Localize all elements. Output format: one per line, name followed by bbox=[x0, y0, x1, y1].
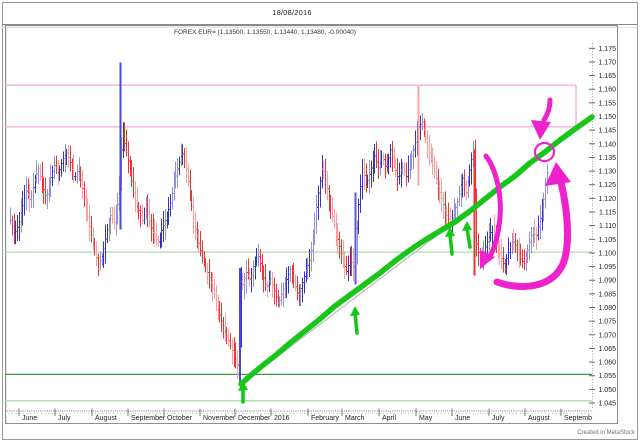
x-axis-month-label: May bbox=[419, 415, 433, 422]
green-up-arrowhead bbox=[462, 221, 472, 231]
magenta-down-arrow-tail bbox=[541, 97, 553, 123]
green-up-arrow bbox=[465, 226, 472, 249]
magenta-up-arrowhead bbox=[545, 162, 571, 186]
y-axis-label: 1.120 bbox=[598, 196, 616, 203]
y-axis-label: 1.170 bbox=[598, 59, 616, 66]
y-axis-label: 1.070 bbox=[598, 332, 616, 339]
magenta-swing-curve bbox=[493, 178, 571, 291]
y-axis-label: 1.150 bbox=[598, 114, 616, 121]
x-axis-month-label: August bbox=[95, 415, 117, 422]
x-axis-month-label: August bbox=[528, 415, 550, 422]
x-axis-month-label: September bbox=[131, 415, 166, 422]
y-axis-label: 1.140 bbox=[598, 141, 616, 148]
y-axis-label: 1.145 bbox=[598, 128, 616, 135]
y-axis-label: 1.045 bbox=[598, 401, 616, 408]
y-axis: 1.175 1.170 1.165 1.160 1.155 1.150 1.145 1.140… bbox=[589, 43, 616, 410]
y-axis-label: 1.155 bbox=[598, 100, 616, 107]
price-bars bbox=[9, 62, 549, 382]
chart-area-frame bbox=[5, 25, 618, 424]
y-axis-label: 1.115 bbox=[599, 210, 616, 217]
y-axis-label: 1.175 bbox=[598, 46, 616, 53]
green-trend-line bbox=[238, 114, 595, 387]
y-axis-label: 1.080 bbox=[598, 305, 616, 312]
x-axis-month-label: March bbox=[345, 415, 365, 422]
y-axis-label: 1.105 bbox=[598, 237, 616, 244]
y-axis-label: 1.125 bbox=[598, 182, 616, 189]
created-in-metastock-credit: Created in MetaStock bbox=[577, 430, 635, 436]
magenta-down-arrowhead bbox=[531, 120, 551, 140]
magenta-curl-arrowhead bbox=[480, 250, 495, 269]
x-axis-month-label: 2016 bbox=[274, 415, 290, 422]
green-up-arrowhead bbox=[445, 227, 455, 237]
x-axis: June July August September October November De… bbox=[5, 408, 592, 422]
green-up-arrowhead bbox=[238, 381, 248, 391]
magenta-circle-highlight bbox=[533, 141, 556, 163]
green-up-arrow bbox=[448, 232, 454, 256]
y-axis-label: 1.090 bbox=[598, 278, 616, 285]
x-axis-month-label: December bbox=[238, 415, 271, 422]
y-axis-label: 1.110 bbox=[599, 223, 616, 230]
y-axis-label: 1.055 bbox=[598, 373, 616, 380]
green-up-arrowhead bbox=[350, 306, 360, 316]
y-axis-label: 1.160 bbox=[598, 87, 616, 94]
y-axis-label: 1.135 bbox=[598, 155, 616, 162]
x-axis-month-label: July bbox=[58, 415, 71, 422]
x-axis-month-label: June bbox=[22, 415, 37, 422]
y-axis-label: 1.165 bbox=[598, 73, 616, 80]
x-axis-month-label: July bbox=[492, 415, 505, 422]
green-up-arrows bbox=[238, 221, 472, 404]
x-axis-month-label: April bbox=[382, 415, 396, 422]
chart-date-header: 18/08/2016 bbox=[272, 8, 312, 17]
x-axis-month-label: November bbox=[203, 415, 236, 422]
x-axis-month-label: October bbox=[167, 415, 193, 422]
y-axis-label: 1.130 bbox=[598, 169, 616, 176]
y-axis-label: 1.095 bbox=[598, 264, 616, 271]
green-up-arrow bbox=[353, 311, 359, 335]
y-axis-label: 1.100 bbox=[598, 250, 616, 257]
y-axis-label: 1.085 bbox=[598, 291, 616, 298]
header-divider bbox=[2, 24, 637, 28]
magenta-curl-arrow-tail bbox=[483, 153, 503, 259]
x-axis-month-label: Septemb bbox=[564, 415, 592, 422]
y-axis-label: 1.050 bbox=[598, 387, 616, 394]
y-axis-label: 1.075 bbox=[598, 319, 616, 326]
y-axis-label: 1.060 bbox=[598, 360, 616, 367]
x-axis-month-label: February bbox=[311, 415, 340, 422]
chart-title: FOREX EUR= (1.13500, 1.13550, 1.13440, 1… bbox=[174, 29, 356, 36]
x-axis-month-label: June bbox=[455, 415, 470, 422]
magenta-annotations bbox=[480, 97, 571, 291]
y-axis-label: 1.065 bbox=[598, 346, 616, 353]
